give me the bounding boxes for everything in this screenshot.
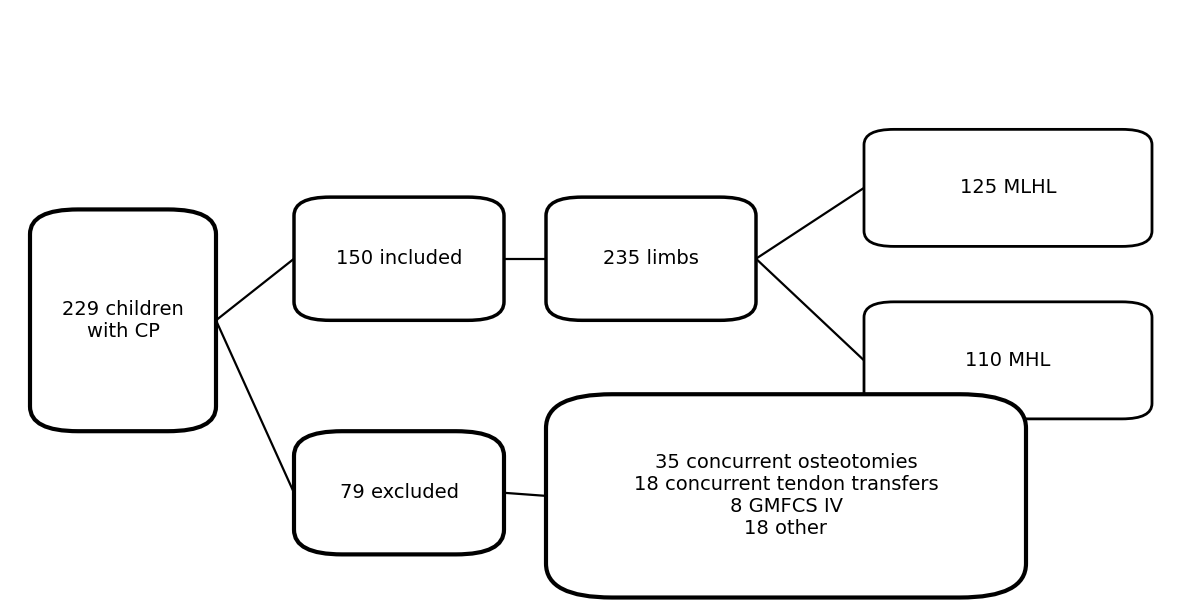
FancyBboxPatch shape — [546, 394, 1026, 598]
Text: 229 children
with CP: 229 children with CP — [62, 300, 184, 341]
FancyBboxPatch shape — [864, 129, 1152, 246]
Text: 235 limbs: 235 limbs — [604, 249, 698, 268]
FancyBboxPatch shape — [30, 209, 216, 431]
FancyBboxPatch shape — [864, 302, 1152, 419]
Text: 150 included: 150 included — [336, 249, 462, 268]
FancyBboxPatch shape — [294, 197, 504, 320]
Text: 35 concurrent osteotomies
18 concurrent tendon transfers
8 GMFCS IV
18 other: 35 concurrent osteotomies 18 concurrent … — [634, 453, 938, 538]
Text: 79 excluded: 79 excluded — [340, 484, 458, 502]
Text: 110 MHL: 110 MHL — [965, 351, 1051, 370]
FancyBboxPatch shape — [294, 431, 504, 554]
FancyBboxPatch shape — [546, 197, 756, 320]
Text: 125 MLHL: 125 MLHL — [960, 179, 1056, 197]
